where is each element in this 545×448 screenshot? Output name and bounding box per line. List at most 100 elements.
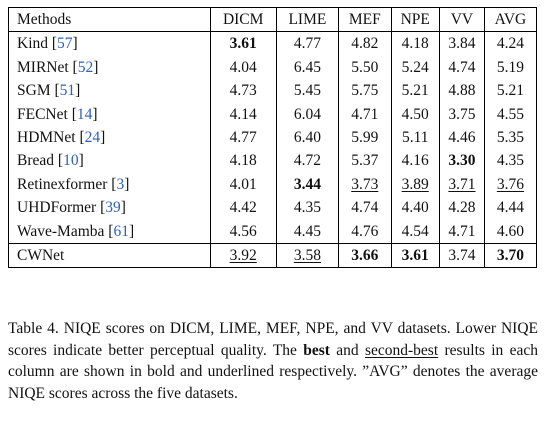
score-cell: 4.71: [337, 102, 392, 127]
column-header: AVG: [483, 7, 537, 32]
table-row: Bread [10] 4.18 4.72 5.37 4.16 3.30 4.35: [9, 149, 537, 173]
score-value: 4.54: [401, 222, 429, 240]
score-cell: 3.61: [390, 243, 440, 268]
score-value: 3.44: [293, 175, 321, 193]
score-cell: 4.42: [209, 196, 277, 220]
score-value: 4.44: [496, 199, 524, 217]
score-value: 3.30: [448, 152, 476, 170]
score-value: 4.77: [229, 129, 257, 147]
score-value: 6.04: [293, 105, 321, 123]
score-value: 4.76: [351, 222, 379, 240]
citation-link[interactable]: 51: [59, 82, 76, 100]
score-value: 3.58: [293, 247, 321, 265]
score-cell: 4.74: [438, 55, 485, 80]
table-row: MIRNet [52] 4.04 6.45 5.50 5.24 4.74 5.19: [9, 55, 537, 80]
score-cell: 5.24: [390, 55, 440, 80]
citation-link[interactable]: 57: [57, 35, 73, 53]
score-value: 3.71: [448, 175, 476, 193]
score-cell: 4.72: [275, 149, 339, 173]
score-value: 3.70: [496, 247, 524, 265]
score-cell: 4.16: [390, 149, 440, 173]
score-cell: 4.35: [483, 149, 537, 173]
score-cell: 5.35: [483, 126, 537, 150]
score-cell: 4.18: [390, 31, 440, 56]
score-value: 3.61: [229, 35, 257, 53]
score-cell: 3.74: [438, 243, 485, 268]
score-cell: 5.11: [390, 126, 440, 150]
column-header: NPE: [390, 7, 440, 32]
method-name: FECNet: [17, 105, 68, 123]
method-name: Retinexformer: [17, 175, 108, 193]
method-name: UHDFormer: [17, 199, 97, 217]
score-value: 4.35: [293, 199, 321, 217]
score-value: 4.24: [496, 35, 524, 53]
score-value: 6.40: [293, 129, 321, 147]
score-value: 3.84: [448, 35, 476, 53]
score-cell: 4.56: [209, 219, 277, 244]
citation-link[interactable]: 61: [113, 222, 129, 240]
method-cell: HDMNet [24]: [17, 129, 106, 147]
score-cell: 4.88: [438, 79, 485, 103]
score-value: 4.28: [448, 199, 476, 217]
score-value: 5.35: [496, 129, 524, 147]
score-cell: 5.75: [337, 79, 392, 103]
score-cell: 4.54: [390, 219, 440, 244]
caption-second-best: second-best: [364, 341, 439, 359]
citation-link[interactable]: 10: [63, 152, 79, 170]
score-value: 5.19: [496, 58, 524, 76]
score-cell: 4.46: [438, 126, 485, 150]
score-value: 5.45: [293, 82, 321, 100]
score-value: 4.14: [229, 105, 257, 123]
score-cell: 4.50: [390, 102, 440, 127]
score-value: 5.21: [496, 82, 524, 100]
score-value: 4.82: [351, 35, 379, 53]
score-cell: 4.77: [209, 126, 277, 150]
score-cell: 5.21: [483, 79, 537, 103]
score-cell: 3.73: [337, 172, 392, 197]
score-value: 4.71: [448, 222, 476, 240]
method-cell: UHDFormer [39]: [17, 199, 126, 217]
score-value: 5.21: [401, 82, 429, 100]
score-cell: 6.40: [275, 126, 339, 150]
table-row: HDMNet [24] 4.77 6.40 5.99 5.11 4.46 5.35: [9, 126, 537, 150]
score-cell: 4.35: [275, 196, 339, 220]
score-value: 5.99: [351, 129, 379, 147]
citation-link[interactable]: 39: [105, 199, 121, 217]
caption-best: best: [303, 341, 330, 359]
score-value: 4.74: [351, 199, 379, 217]
caption-text: Table 4. NIQE scores on DICM, LIME, MEF,…: [8, 320, 538, 359]
column-header: VV: [438, 7, 485, 32]
score-cell: 3.58: [275, 243, 339, 268]
citation-link[interactable]: 24: [84, 129, 101, 147]
score-cell: 6.45: [275, 55, 339, 80]
column-header: LIME: [275, 7, 339, 32]
score-cell: 3.84: [438, 31, 485, 56]
score-value: 4.04: [229, 58, 257, 76]
citation-link[interactable]: 14: [76, 105, 93, 123]
score-value: 4.74: [448, 58, 476, 76]
score-cell: 5.45: [275, 79, 339, 103]
score-cell: 5.19: [483, 55, 537, 80]
score-value: 4.42: [229, 199, 257, 217]
score-cell: 5.21: [390, 79, 440, 103]
citation-link[interactable]: 52: [77, 58, 94, 76]
score-cell: 3.71: [438, 172, 485, 197]
score-cell: 4.14: [209, 102, 277, 127]
score-value: 4.40: [401, 199, 429, 217]
score-value: 4.77: [293, 35, 321, 53]
score-cell: 4.01: [209, 172, 277, 197]
citation-link[interactable]: 3: [116, 175, 125, 193]
header-row: Methods DICM LIME MEF NPE VV AVG: [8, 7, 537, 32]
score-cell: 4.76: [337, 219, 392, 244]
score-value: 3.73: [351, 175, 379, 193]
score-value: 4.18: [229, 152, 257, 170]
score-cell: 3.30: [438, 149, 485, 173]
score-cell: 4.77: [275, 31, 339, 56]
table-row: Wave-Mamba [61] 4.56 4.45 4.76 4.54 4.71 4.60: [9, 219, 537, 244]
score-value: 5.24: [401, 58, 429, 76]
score-cell: 4.40: [390, 196, 440, 220]
score-value: 4.46: [448, 129, 476, 147]
table-row: Kind [57] 3.61 4.77 4.82 4.18 3.84 4.24: [9, 31, 537, 56]
score-value: 5.11: [401, 129, 429, 147]
